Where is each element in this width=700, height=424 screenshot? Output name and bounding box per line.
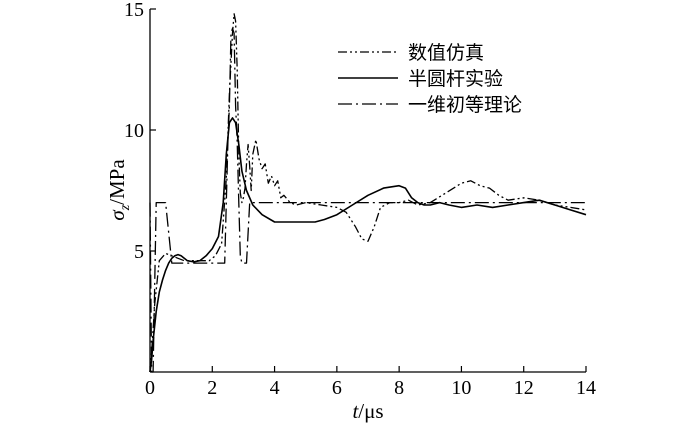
y-axis-label: σz/MPa xyxy=(105,159,133,221)
series-layer xyxy=(149,13,587,373)
x-tick-label: 12 xyxy=(514,377,534,399)
y-tick-label: 10 xyxy=(124,120,144,142)
x-axis-label: t/μs xyxy=(352,399,383,423)
x-tick-label: 4 xyxy=(270,377,280,399)
x-tick-label: 8 xyxy=(394,377,404,399)
x-tick-label: 6 xyxy=(332,377,342,399)
plot-axes xyxy=(149,9,586,373)
x-tick-label: 10 xyxy=(451,377,471,399)
x-tick-label: 0 xyxy=(145,377,155,399)
tick-layer: 0 2 4 6 8 10 12 14 5 10 15 xyxy=(124,0,596,399)
y-tick-label: 15 xyxy=(124,0,144,21)
series-line-3 xyxy=(149,27,586,373)
legend-label: 一维初等理论 xyxy=(408,94,522,116)
legend-label: 数值仿真 xyxy=(408,42,484,64)
legend-label: 半圆杆实验 xyxy=(408,68,503,90)
x-tick-label: 14 xyxy=(576,377,596,399)
y-tick-label: 5 xyxy=(134,241,144,263)
series-line-1 xyxy=(149,13,587,373)
series-line-2 xyxy=(149,117,587,373)
x-tick-label: 2 xyxy=(207,377,217,399)
